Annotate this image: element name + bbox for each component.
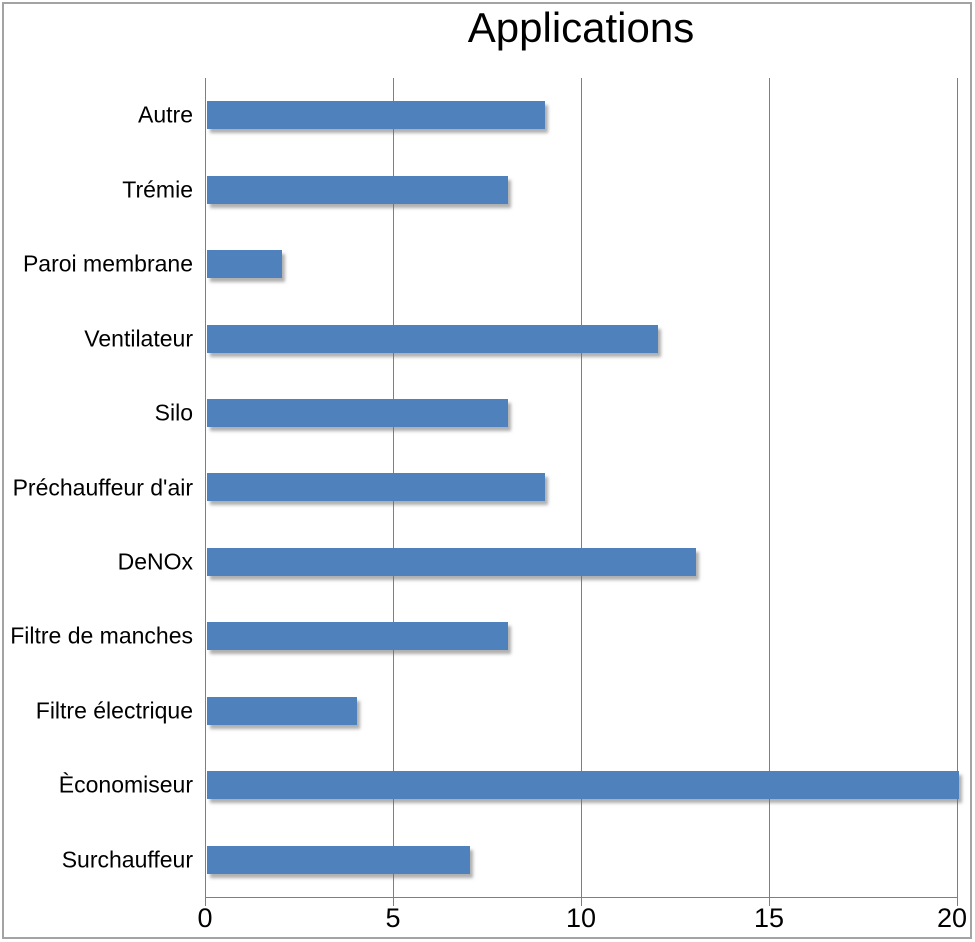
bar-ventilateur	[207, 324, 659, 353]
bar--conomiseur	[207, 771, 959, 800]
bar-row	[206, 152, 958, 226]
x-tick-label-20: 20	[936, 903, 968, 933]
bar-pr-chauffeur-d-air	[207, 473, 546, 502]
bar-filtre-lectrique	[207, 696, 358, 725]
bar-row	[206, 674, 958, 748]
bar-row	[206, 227, 958, 301]
bar-row	[206, 748, 959, 822]
x-tick-mark-20	[957, 897, 958, 906]
bar-surchauffeur	[207, 845, 471, 874]
category-label: Èconomiseur	[58, 771, 193, 798]
category-label: Préchauffeur d'air	[12, 474, 193, 500]
y-axis-category-labels: Autre Trémie Paroi membrane Ventilateur Silo…	[6, 78, 193, 897]
category-label: Filtre électrique	[35, 697, 193, 724]
x-tick-label-0: 0	[197, 903, 213, 933]
x-tick-mark-5	[393, 897, 394, 906]
category-label: Paroi membrane	[22, 250, 193, 277]
bar-tr-mie	[207, 175, 508, 204]
bar-row	[206, 78, 958, 152]
x-tick-mark-0	[205, 897, 206, 906]
category-label: Trémie	[122, 176, 193, 203]
bar-row	[206, 599, 958, 673]
x-tick-mark-10	[581, 897, 582, 906]
category-label: Silo	[154, 399, 193, 426]
bar-denox	[207, 547, 696, 576]
gridline-x-20	[957, 78, 958, 897]
category-label: DeNOx	[117, 548, 193, 575]
bar-row	[206, 450, 958, 524]
gridline-x-10	[581, 78, 582, 897]
bar-filtre-de-manches	[207, 622, 508, 651]
bar-row	[206, 376, 958, 450]
chart-title: Applications	[467, 4, 695, 51]
bar-silo	[207, 399, 508, 428]
category-label: Ventilateur	[84, 325, 193, 352]
category-label: Surchauffeur	[61, 846, 193, 873]
category-label: Autre	[138, 101, 193, 128]
x-tick-label-10: 10	[565, 903, 597, 933]
plot-area	[205, 78, 959, 898]
category-label: Filtre de manches	[10, 622, 193, 649]
x-tick-label-15: 15	[753, 903, 785, 933]
bar-row	[206, 525, 958, 599]
bar-row	[206, 823, 958, 897]
gridline-x-15	[769, 78, 770, 897]
x-tick-mark-15	[769, 897, 770, 906]
x-tick-label-5: 5	[385, 903, 401, 933]
bars-layer	[206, 78, 959, 897]
bar-row	[206, 301, 958, 375]
bar-paroi-membrane	[207, 250, 283, 279]
bar-autre	[207, 101, 546, 130]
